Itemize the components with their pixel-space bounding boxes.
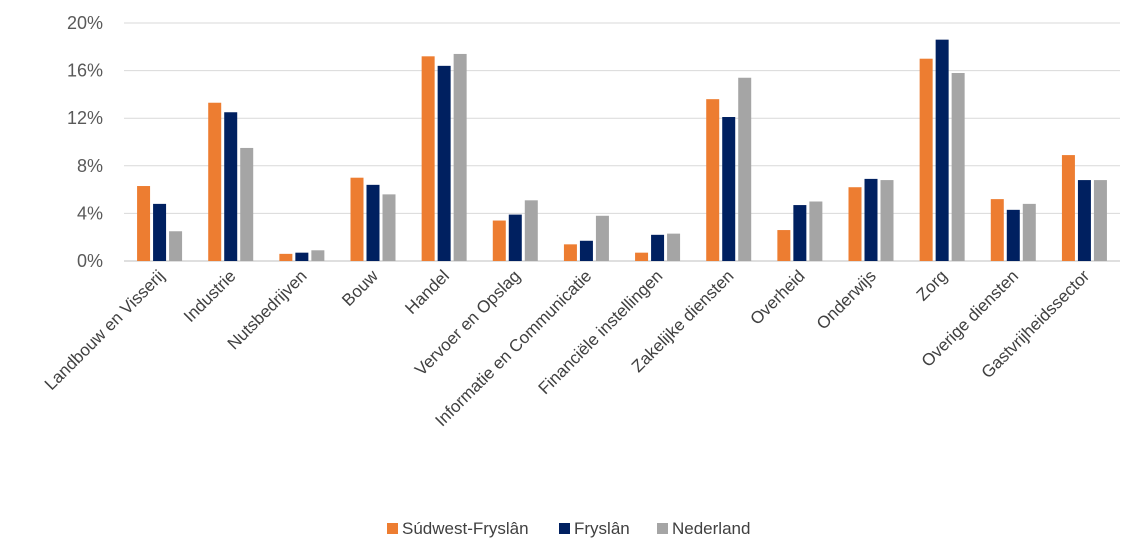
- bar: [919, 58, 933, 262]
- bar: [579, 240, 593, 261]
- bar: [1022, 203, 1036, 261]
- bar: [437, 65, 451, 261]
- legend-label: Nederland: [672, 519, 750, 538]
- legend-swatch: [387, 523, 398, 534]
- bar: [382, 194, 396, 261]
- legend-swatch: [657, 523, 668, 534]
- bar: [848, 187, 862, 261]
- bar: [295, 252, 309, 261]
- legend-swatch: [559, 523, 570, 534]
- bar: [651, 234, 665, 261]
- bar: [1061, 155, 1075, 261]
- bar: [508, 214, 522, 261]
- bar: [563, 244, 577, 261]
- y-tick-label: 8%: [77, 156, 103, 176]
- y-tick-label: 16%: [67, 61, 103, 81]
- bar: [935, 39, 949, 261]
- bar: [137, 186, 151, 261]
- x-tick-label: Financiële instellingen: [535, 266, 667, 398]
- bar: [1093, 180, 1107, 261]
- bar: [279, 253, 293, 261]
- x-tick-label: Landbouw en Visserij: [41, 266, 168, 393]
- bar: [240, 147, 254, 261]
- x-tick-label: Onderwijs: [813, 266, 880, 333]
- bar: [990, 199, 1004, 261]
- gridlines: [124, 22, 1120, 262]
- bar: [311, 250, 325, 261]
- y-tick-label: 12%: [67, 108, 103, 128]
- x-tick-label: Bouw: [338, 266, 382, 310]
- bar: [667, 233, 681, 261]
- bar: [951, 72, 965, 261]
- bar: [524, 200, 538, 261]
- bar: [864, 178, 878, 261]
- bar: [793, 205, 807, 261]
- bar: [153, 203, 167, 261]
- bar: [1006, 209, 1020, 261]
- bar: [1077, 180, 1091, 261]
- bar: [208, 102, 222, 261]
- legend: Súdwest-Fryslân Fryslân Nederland: [387, 519, 750, 538]
- bar: [809, 201, 823, 261]
- bar: [722, 117, 736, 261]
- y-axis-ticks: 0% 4% 8% 12% 16% 20%: [67, 13, 103, 271]
- bars: [137, 39, 1107, 262]
- legend-label: Súdwest-Fryslân: [402, 519, 529, 538]
- bar: [421, 56, 435, 261]
- x-tick-label: Overheid: [746, 266, 808, 328]
- bar: [595, 215, 609, 261]
- y-tick-label: 4%: [77, 203, 103, 223]
- x-axis-labels: Landbouw en Visserij IndustrieNutsbedrijv…: [41, 266, 1094, 430]
- x-tick-label: Handel: [401, 266, 453, 318]
- bar: [350, 177, 364, 261]
- bar: [706, 99, 720, 261]
- bar: [738, 77, 752, 262]
- legend-label: Fryslân: [574, 519, 630, 538]
- y-tick-label: 20%: [67, 13, 103, 33]
- bar: [777, 230, 791, 261]
- bar: [453, 53, 467, 261]
- x-tick-label: Industrie: [180, 266, 240, 326]
- bar: [492, 220, 506, 261]
- x-tick-label: Zorg: [913, 266, 951, 304]
- bar: [366, 184, 380, 261]
- bar: [880, 180, 894, 261]
- bar: [635, 252, 649, 261]
- y-tick-label: 0%: [77, 251, 103, 271]
- bar: [224, 112, 238, 261]
- bar: [169, 231, 183, 261]
